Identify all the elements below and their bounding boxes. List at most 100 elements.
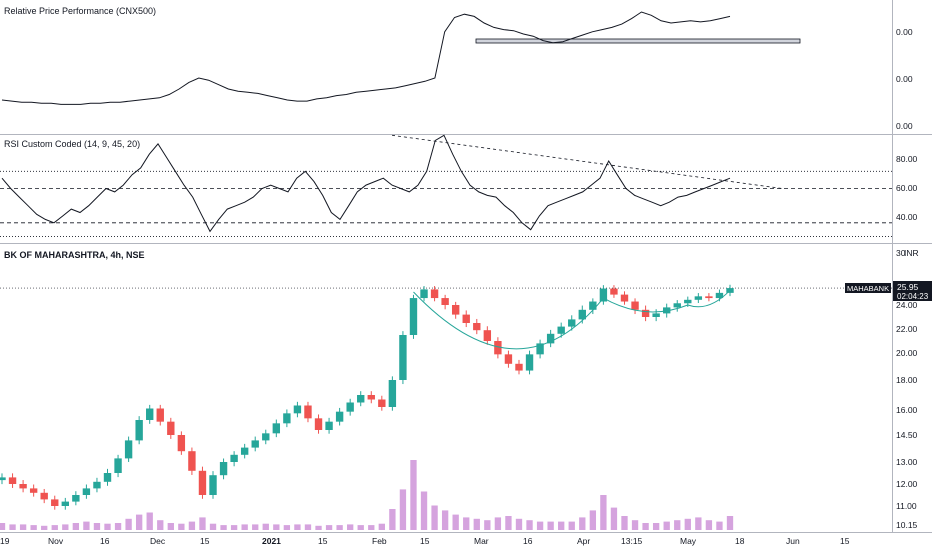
candle-body[interactable] <box>272 423 281 434</box>
candle-body[interactable] <box>705 296 713 299</box>
candle-body[interactable] <box>473 323 481 331</box>
candle-body[interactable] <box>230 454 238 462</box>
candle-body[interactable] <box>19 484 27 489</box>
candle-body[interactable] <box>93 481 101 489</box>
relative-price-pane[interactable]: 0.00 0.00 0.00 <box>1 11 913 131</box>
candle-body[interactable] <box>146 408 154 421</box>
volume-bar <box>600 495 607 530</box>
candle-body[interactable] <box>420 289 428 299</box>
candle-body[interactable] <box>177 435 186 452</box>
candle-body[interactable] <box>673 303 681 308</box>
candle-body[interactable] <box>378 399 386 408</box>
candle-body[interactable] <box>8 477 17 484</box>
relative-price-axis-tick: 0.00 <box>896 74 913 84</box>
candle-body[interactable] <box>251 440 259 448</box>
candle-body[interactable] <box>304 405 312 419</box>
volume-bar <box>547 521 554 530</box>
candle-body[interactable] <box>483 330 492 341</box>
candle-body[interactable] <box>293 405 302 414</box>
candle-body[interactable] <box>135 420 143 441</box>
volume-bar <box>631 520 639 530</box>
candle-body[interactable] <box>610 288 618 295</box>
candle-body[interactable] <box>536 343 544 355</box>
candle-body[interactable] <box>451 305 460 315</box>
volume-bar <box>178 523 185 530</box>
candle-body[interactable] <box>209 475 217 495</box>
candle-body[interactable] <box>29 488 38 493</box>
candle-body[interactable] <box>167 421 175 435</box>
candle-body[interactable] <box>441 298 449 305</box>
candle-body[interactable] <box>599 288 608 302</box>
candle-body[interactable] <box>0 477 6 481</box>
candle-body[interactable] <box>198 470 207 495</box>
time-axis[interactable]: 19 Nov 16 Dec 15 2021 15 Feb 15 Mar 16 Apr 13:15 May 1… <box>0 536 850 546</box>
candle-body[interactable] <box>631 301 639 310</box>
volume-bar <box>125 518 132 530</box>
candle-body[interactable] <box>568 319 576 327</box>
candle-body[interactable] <box>694 296 703 300</box>
price-axis-tick: 30 <box>896 248 906 258</box>
candle-body[interactable] <box>525 354 534 371</box>
candle-body[interactable] <box>620 294 629 302</box>
volume-bar <box>473 518 480 530</box>
candle-body[interactable] <box>589 301 597 310</box>
candle-body[interactable] <box>262 433 270 441</box>
volume-bar <box>135 514 143 530</box>
volume-bar <box>336 525 343 530</box>
candle-body[interactable] <box>652 313 660 317</box>
candle-body[interactable] <box>715 292 724 299</box>
price-pane[interactable]: 30 24.00 22.00 20.00 18.00 16.00 14.50 13.00 12.… <box>0 248 919 530</box>
relative-price-line[interactable] <box>1 11 731 105</box>
candle-body[interactable] <box>335 411 344 422</box>
candle-body[interactable] <box>114 458 122 473</box>
candle-body[interactable] <box>515 363 523 371</box>
time-axis-label: Nov <box>48 536 64 546</box>
candle-body[interactable] <box>124 440 133 459</box>
volume-bar <box>505 516 512 530</box>
rsi-line[interactable] <box>1 134 731 233</box>
volume-bar <box>463 517 470 530</box>
candle-body[interactable] <box>357 395 365 403</box>
candle-body[interactable] <box>399 335 407 380</box>
time-axis-label: 13:15 <box>621 536 643 546</box>
candle-body[interactable] <box>430 289 439 299</box>
candle-body[interactable] <box>314 418 323 430</box>
price-pane-title: BK OF MAHARASHTRA, 4h, NSE <box>4 250 145 260</box>
candle-body[interactable] <box>346 402 354 412</box>
volume-bar <box>695 517 702 530</box>
candle-body[interactable] <box>684 299 692 304</box>
volume-bar <box>378 523 385 530</box>
cup-and-handle-pattern[interactable] <box>413 289 731 350</box>
candle-body[interactable] <box>283 413 291 424</box>
candle-body[interactable] <box>367 395 375 400</box>
candle-body[interactable] <box>103 473 112 482</box>
candle-body[interactable] <box>82 488 91 495</box>
candle-body[interactable] <box>61 501 69 506</box>
price-axis-tick: 13.00 <box>896 457 918 467</box>
candle-body[interactable] <box>219 462 228 476</box>
candle-body[interactable] <box>462 314 470 323</box>
candle-body[interactable] <box>188 451 196 471</box>
candle-body[interactable] <box>51 499 59 506</box>
time-axis-label: Mar <box>474 536 489 546</box>
candle-body[interactable] <box>494 341 502 355</box>
candle-body[interactable] <box>240 447 249 455</box>
volume-bar <box>51 525 58 530</box>
candle-body[interactable] <box>578 309 586 320</box>
rsi-trendline[interactable] <box>391 134 783 189</box>
candle-body[interactable] <box>40 492 48 500</box>
candle-body[interactable] <box>504 354 513 364</box>
candle-body[interactable] <box>409 298 418 335</box>
candle-body[interactable] <box>325 421 333 430</box>
candle-body[interactable] <box>557 326 565 334</box>
candle-body[interactable] <box>641 309 650 317</box>
candle-body[interactable] <box>388 380 397 407</box>
candle-body[interactable] <box>72 495 80 502</box>
candle-body[interactable] <box>546 333 555 344</box>
candle-body[interactable] <box>156 408 164 422</box>
resistance-zone[interactable] <box>475 38 801 44</box>
price-axis-tick: 16.00 <box>896 405 918 415</box>
time-axis-label: Apr <box>577 536 590 546</box>
rsi-pane[interactable]: 80.00 60.00 40.00 <box>0 134 918 237</box>
